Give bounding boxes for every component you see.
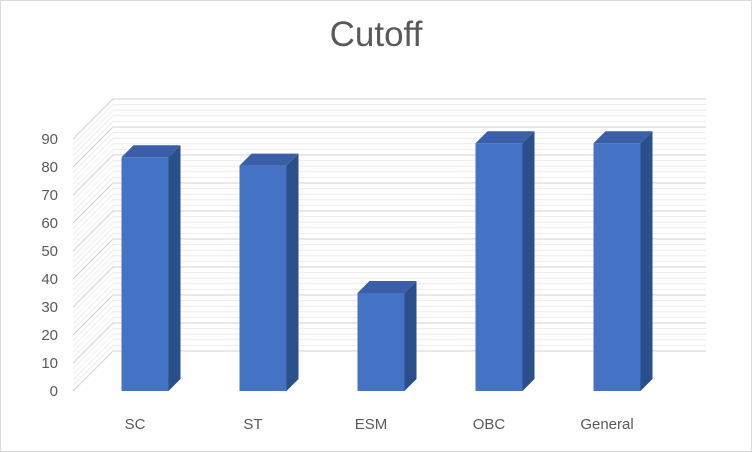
gridline-side (72, 300, 114, 341)
x-tick-label: General (580, 416, 633, 433)
gridline-side (72, 210, 114, 252)
gridline-side (72, 233, 114, 274)
bar-esm (357, 281, 417, 391)
bar-front-face (357, 293, 405, 391)
y-tick-label: 0 (50, 383, 58, 400)
gridline-side (72, 305, 114, 347)
gridline-side (72, 221, 114, 263)
y-tick-label: 10 (41, 355, 58, 372)
bar-side-face (168, 145, 181, 391)
gridline-side (72, 160, 114, 201)
gridline-side (72, 339, 114, 381)
bar-top-face (239, 153, 299, 166)
gridline-side (72, 121, 114, 162)
bar-top-face (121, 145, 181, 158)
gridline-side (72, 294, 114, 336)
gridline-side (72, 345, 114, 386)
y-tick-label: 60 (41, 215, 58, 232)
gridline-side (72, 188, 114, 229)
gridline-side (72, 104, 114, 145)
gridline-side (72, 227, 114, 269)
gridline-side (72, 266, 114, 308)
gridline-side (72, 283, 114, 325)
gridline-side (72, 109, 114, 151)
y-tick-label: 30 (41, 299, 58, 316)
gridline-side (72, 154, 114, 196)
gridline-side (72, 311, 114, 353)
gridline-side (72, 98, 114, 140)
bar-side-face (404, 281, 417, 391)
bar-general (593, 131, 653, 391)
x-axis-ticks: SC ST ESM OBC General (125, 416, 634, 433)
y-axis-ticks: 0 10 20 30 40 50 60 70 80 90 (41, 131, 58, 400)
bar-top-face (357, 281, 417, 293)
bar-top-face (475, 131, 535, 144)
gridline-side (72, 328, 114, 369)
gridline-side (72, 182, 114, 224)
gridline-side (72, 205, 114, 246)
gridline-side (72, 137, 114, 179)
gridline-side (72, 350, 114, 392)
gridline-side (72, 126, 114, 168)
bar-front-face (593, 143, 641, 391)
gridline-side (72, 255, 114, 297)
gridline-side (72, 193, 114, 235)
y-tick-label: 70 (41, 187, 58, 204)
bar-side-face (640, 131, 653, 391)
bar-top-face (593, 131, 653, 144)
y-tick-label: 80 (41, 159, 58, 176)
gridline-side (72, 165, 114, 207)
bar-obc (475, 131, 535, 391)
y-tick-label: 90 (41, 131, 58, 148)
bar-side-face (286, 153, 299, 391)
gridline-side (72, 199, 114, 241)
gridline-side (72, 272, 114, 313)
bar-front-face (121, 157, 169, 391)
gridline-side (72, 177, 114, 218)
gridline-side (72, 143, 114, 185)
gridline-side (72, 115, 114, 157)
bar-side-face (522, 131, 535, 391)
x-tick-label: ST (243, 416, 262, 433)
bar-front-face (475, 143, 523, 391)
gridline-side (72, 238, 114, 280)
y-tick-label: 40 (41, 271, 58, 288)
gridline-side (72, 171, 114, 213)
gridline-side (72, 216, 114, 257)
gridline-side (72, 132, 114, 173)
x-tick-label: OBC (473, 416, 506, 433)
x-tick-label: ESM (355, 416, 388, 433)
y-tick-label: 20 (41, 327, 58, 344)
gridline-side (72, 322, 114, 364)
gridline-side (72, 333, 114, 375)
gridline-side (72, 149, 114, 190)
bar-front-face (239, 165, 287, 391)
bar-sc (121, 145, 181, 391)
gridline-side (72, 261, 114, 302)
y-tick-label: 50 (41, 243, 58, 260)
bar-st (239, 153, 299, 391)
gridline-side (72, 249, 114, 291)
gridline-side (72, 289, 114, 330)
bars (121, 131, 653, 391)
chart-title: Cutoff (329, 15, 423, 54)
gridline-side (72, 277, 114, 319)
gridline-side (72, 244, 114, 285)
x-tick-label: SC (125, 416, 146, 433)
gridline-side (72, 317, 114, 358)
